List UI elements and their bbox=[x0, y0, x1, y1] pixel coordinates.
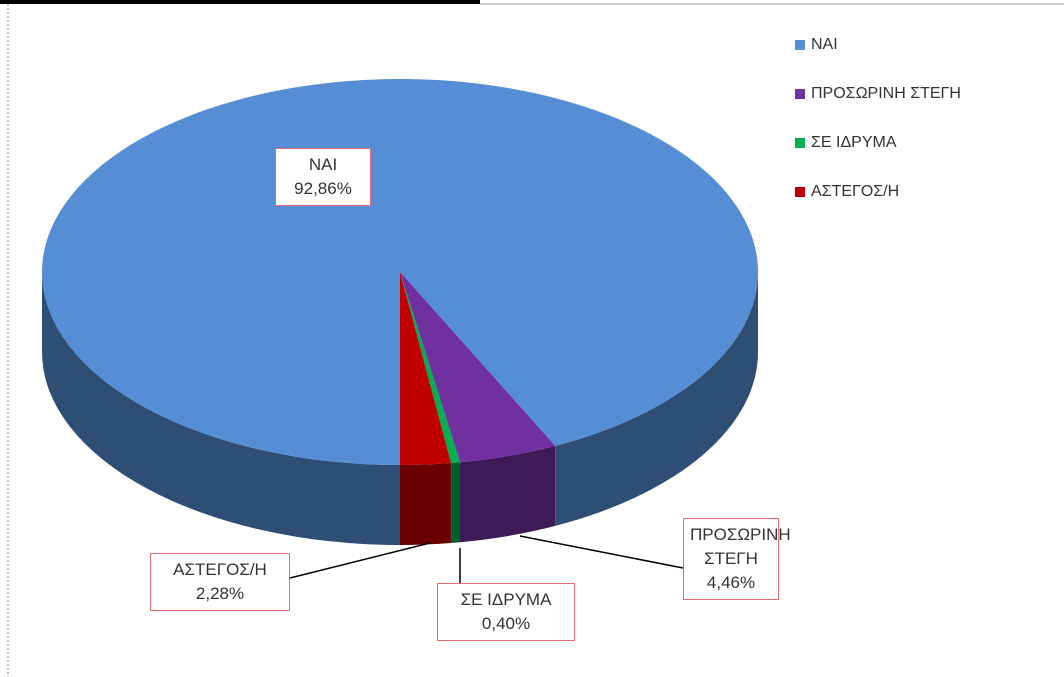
legend-entry: ΠΡΟΣΩΡΙΝΗ ΣΤΕΓΗ bbox=[795, 85, 961, 103]
data-label-category: ΝΑΙ bbox=[308, 155, 338, 174]
data-label-value: 2,28% bbox=[195, 584, 245, 603]
legend-swatch bbox=[795, 138, 805, 148]
legend-swatch bbox=[795, 89, 805, 99]
data-label-value: 4,46% bbox=[706, 573, 756, 592]
slice bbox=[41, 78, 758, 465]
slice-side bbox=[451, 462, 460, 544]
data-label-category: ΑΣΤΕΓΟΣ/Η bbox=[173, 560, 267, 579]
slice bbox=[400, 272, 556, 463]
slice-side bbox=[400, 463, 452, 545]
leader-line bbox=[519, 535, 684, 569]
legend-label: ΠΡΟΣΩΡΙΝΗ ΣΤΕΓΗ bbox=[811, 85, 961, 102]
data-label: ΑΣΤΕΓΟΣ/Η 2,28% bbox=[150, 553, 290, 611]
top-bar bbox=[0, 0, 480, 4]
data-label-value: 0,40% bbox=[481, 614, 531, 633]
slice-side bbox=[555, 272, 758, 526]
legend-swatch bbox=[795, 187, 805, 197]
data-label: ΠΡΟΣΩΡΙΝΗ ΣΤΕΓΗ 4,46% bbox=[683, 518, 791, 600]
slice bbox=[400, 272, 452, 465]
data-label-category: ΠΡΟΣΩΡΙΝΗ ΣΤΕΓΗ bbox=[690, 525, 791, 568]
slice-side bbox=[459, 445, 556, 543]
legend-label: ΝΑΙ bbox=[811, 36, 838, 53]
legend-label: ΣΕ ΙΔΡΥΜΑ bbox=[811, 134, 897, 151]
slice bbox=[400, 272, 460, 464]
data-label-value: 92,86% bbox=[294, 179, 352, 198]
legend-swatch bbox=[795, 40, 805, 50]
legend-entry: ΑΣΤΕΓΟΣ/Η bbox=[795, 183, 899, 201]
slice-side bbox=[42, 272, 400, 545]
legend-entry: ΣΕ ΙΔΡΥΜΑ bbox=[795, 134, 896, 152]
pie bbox=[41, 78, 758, 545]
data-label-category: ΣΕ ΙΔΡΥΜΑ bbox=[460, 590, 552, 609]
data-label: ΣΕ ΙΔΡΥΜΑ 0,40% bbox=[437, 583, 575, 641]
legend-entry: ΝΑΙ bbox=[795, 36, 838, 54]
legend-label: ΑΣΤΕΓΟΣ/Η bbox=[811, 183, 900, 200]
leader-line bbox=[289, 542, 431, 579]
data-label: ΝΑΙ 92,86% bbox=[275, 148, 371, 206]
